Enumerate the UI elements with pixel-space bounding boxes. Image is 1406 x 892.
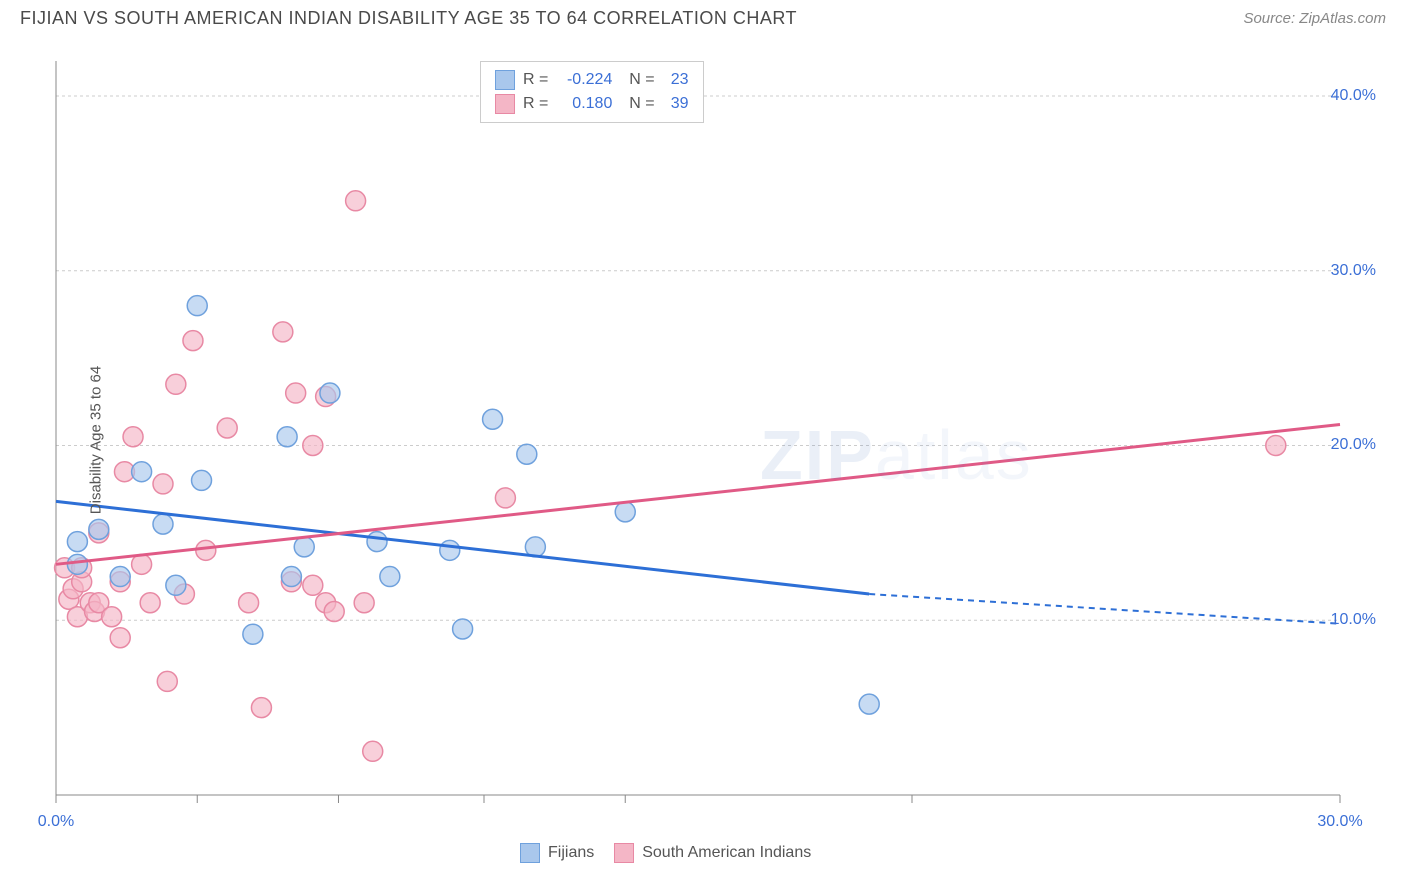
- data-point: [859, 694, 879, 714]
- legend-item: South American Indians: [614, 843, 811, 863]
- data-point: [303, 435, 323, 455]
- legend-swatch: [495, 70, 515, 90]
- data-point: [251, 698, 271, 718]
- data-point: [615, 502, 635, 522]
- data-point: [320, 383, 340, 403]
- data-point: [239, 593, 259, 613]
- data-point: [517, 444, 537, 464]
- data-point: [166, 374, 186, 394]
- legend-swatch: [520, 843, 540, 863]
- data-point: [89, 519, 109, 539]
- data-point: [483, 409, 503, 429]
- data-point: [153, 474, 173, 494]
- n-value: 39: [663, 95, 689, 113]
- legend-swatch: [495, 94, 515, 114]
- y-tick-label: 10.0%: [1331, 611, 1376, 629]
- data-point: [277, 427, 297, 447]
- data-point: [273, 322, 293, 342]
- legend-row: R = 0.180 N = 39: [495, 92, 689, 116]
- chart-source: Source: ZipAtlas.com: [1243, 10, 1386, 27]
- data-point: [196, 540, 216, 560]
- data-point: [140, 593, 160, 613]
- data-point: [153, 514, 173, 534]
- n-label: N =: [620, 71, 654, 89]
- series-legend: Fijians South American Indians: [520, 843, 811, 863]
- legend-label: Fijians: [548, 844, 594, 862]
- data-point: [363, 741, 383, 761]
- data-point: [281, 567, 301, 587]
- data-point: [67, 554, 87, 574]
- legend-item: Fijians: [520, 843, 594, 863]
- data-point: [183, 331, 203, 351]
- data-point: [243, 624, 263, 644]
- data-point: [192, 470, 212, 490]
- data-point: [286, 383, 306, 403]
- data-point: [157, 671, 177, 691]
- data-point: [367, 532, 387, 552]
- data-point: [324, 602, 344, 622]
- data-point: [102, 607, 122, 627]
- r-value: 0.180: [556, 95, 612, 113]
- y-axis-label: Disability Age 35 to 64: [88, 366, 105, 514]
- data-point: [1266, 435, 1286, 455]
- legend-row: R = -0.224 N = 23: [495, 68, 689, 92]
- legend-label: South American Indians: [642, 844, 811, 862]
- x-tick-label: 30.0%: [1317, 813, 1362, 831]
- data-point: [132, 462, 152, 482]
- data-point: [346, 191, 366, 211]
- chart-header: FIJIAN VS SOUTH AMERICAN INDIAN DISABILI…: [0, 0, 1406, 33]
- data-point: [303, 575, 323, 595]
- n-label: N =: [620, 95, 654, 113]
- data-point: [217, 418, 237, 438]
- legend-swatch: [614, 843, 634, 863]
- correlation-legend: R = -0.224 N = 23 R = 0.180 N = 39: [480, 61, 704, 123]
- data-point: [354, 593, 374, 613]
- r-value: -0.224: [556, 71, 612, 89]
- data-point: [110, 567, 130, 587]
- trend-line-extrapolated: [869, 594, 1340, 624]
- scatter-plot: [50, 55, 1380, 825]
- x-tick-label: 0.0%: [38, 813, 74, 831]
- data-point: [440, 540, 460, 560]
- data-point: [166, 575, 186, 595]
- chart-area: Disability Age 35 to 64 10.0% 20.0% 30.0% 4…: [50, 55, 1380, 825]
- data-point: [380, 567, 400, 587]
- data-point: [132, 554, 152, 574]
- r-label: R =: [523, 95, 548, 113]
- data-point: [453, 619, 473, 639]
- data-point: [67, 532, 87, 552]
- y-tick-label: 20.0%: [1331, 436, 1376, 454]
- data-point: [110, 628, 130, 648]
- y-tick-label: 30.0%: [1331, 262, 1376, 280]
- data-point: [123, 427, 143, 447]
- n-value: 23: [663, 71, 689, 89]
- chart-title: FIJIAN VS SOUTH AMERICAN INDIAN DISABILI…: [20, 8, 797, 29]
- y-tick-label: 40.0%: [1331, 87, 1376, 105]
- data-point: [495, 488, 515, 508]
- data-point: [187, 296, 207, 316]
- r-label: R =: [523, 71, 548, 89]
- data-point: [294, 537, 314, 557]
